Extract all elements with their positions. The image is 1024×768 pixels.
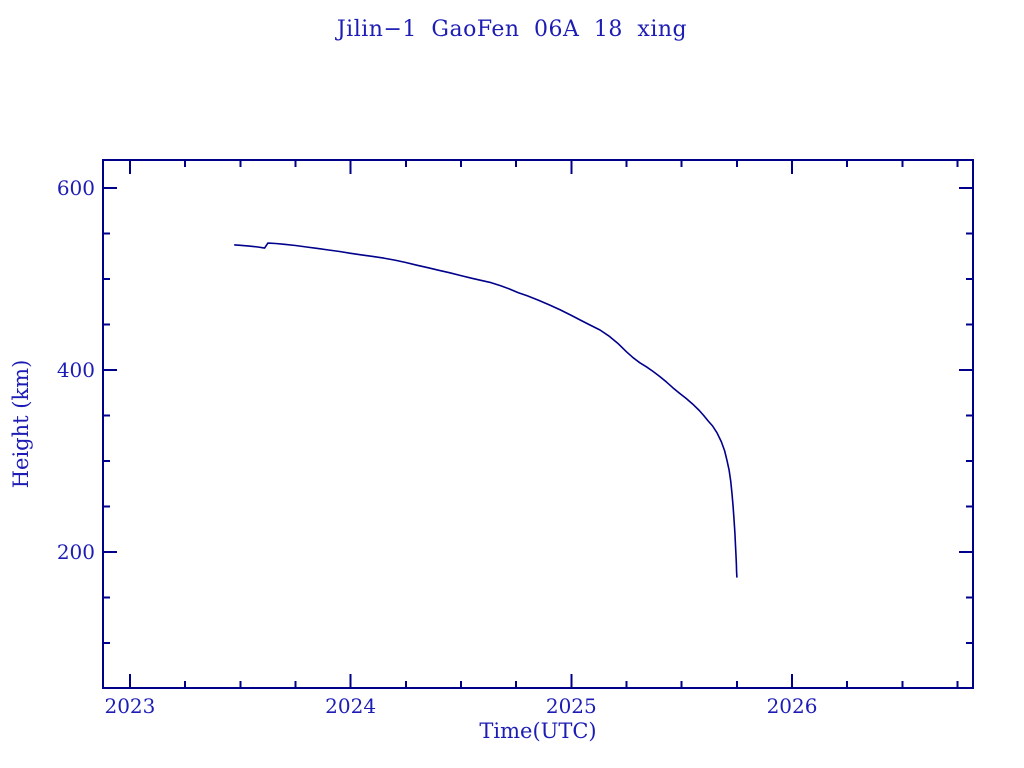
x-tick-label: 2023	[104, 694, 156, 718]
x-tick-label: 2025	[545, 694, 597, 718]
y-tick-label: 400	[56, 357, 95, 382]
chart-title: Jilin−1 GaoFen 06A 18 xing	[336, 17, 688, 42]
x-axis-label: Time(UTC)	[479, 719, 597, 743]
y-tick-label: 600	[56, 176, 95, 201]
x-tick-label: 2024	[325, 694, 377, 718]
decay-curve-orbital-height	[234, 242, 738, 578]
plot-border	[102, 159, 974, 689]
y-axis-label: Height (km)	[9, 359, 33, 489]
y-tick-label: 200	[56, 539, 95, 564]
x-tick-label: 2026	[766, 694, 818, 718]
